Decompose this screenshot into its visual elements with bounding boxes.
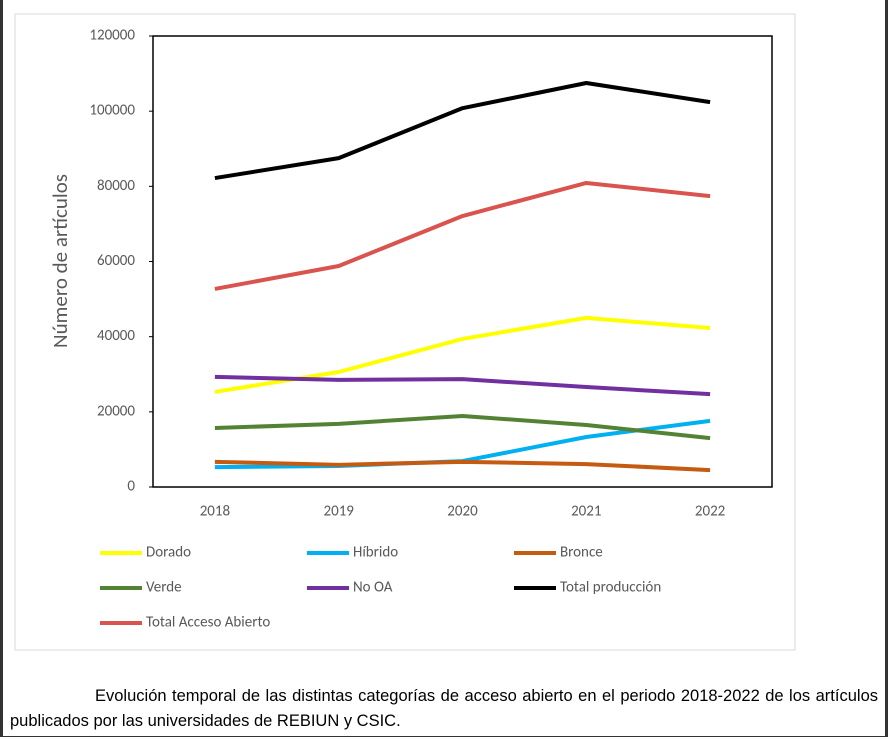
x-tick-label: 2021: [571, 503, 601, 521]
legend-label: Total producción: [560, 579, 661, 597]
series-line: [214, 80, 711, 181]
legend-label: No OA: [353, 579, 393, 597]
series-line: [214, 180, 711, 291]
series-line: [214, 413, 711, 441]
y-tick-label: 100000: [89, 102, 135, 120]
y-tick-label: 80000: [97, 177, 135, 195]
series-line: [214, 459, 711, 473]
x-tick-label: 2020: [447, 503, 478, 521]
y-tick-label: 20000: [97, 402, 135, 420]
y-tick-label: 60000: [97, 252, 135, 270]
series-line: [214, 374, 711, 397]
legend-label: Dorado: [146, 544, 191, 562]
y-tick-label: 120000: [89, 27, 135, 45]
x-tick-label: 2019: [323, 503, 354, 521]
legend-label: Híbrido: [353, 544, 398, 562]
chart-area: [14, 13, 796, 651]
legend-label: Verde: [146, 579, 182, 597]
y-tick-label: 40000: [97, 327, 135, 345]
y-tick-label: 0: [127, 478, 135, 496]
x-tick-label: 2018: [200, 503, 230, 521]
legend-label: Total Acceso Abierto: [146, 614, 270, 632]
caption: Evolución temporal de las distintas cate…: [10, 687, 878, 730]
x-tick-label: 2022: [695, 503, 725, 521]
y-axis-title: Número de artículos: [47, 174, 73, 348]
legend-label: Bronce: [560, 544, 603, 562]
